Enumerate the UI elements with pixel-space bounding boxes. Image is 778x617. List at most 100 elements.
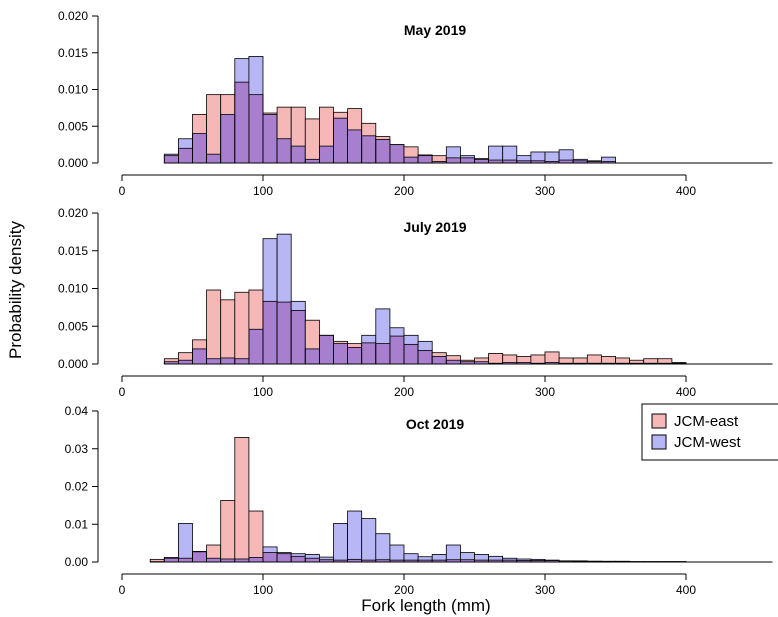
bar-overlap-14	[361, 135, 376, 163]
bar-outline-west-35	[657, 362, 673, 365]
bar-west-15	[375, 308, 390, 344]
bar-west-18	[418, 341, 433, 351]
bar-east-6	[234, 437, 249, 559]
bar-east-26	[530, 354, 545, 364]
bar-outline-west-6	[248, 56, 264, 164]
bar-east-7	[248, 511, 263, 558]
bar-west-20	[446, 146, 461, 158]
bar-west-25	[516, 155, 531, 161]
bar-east-4	[220, 299, 235, 358]
bar-overlap-18	[404, 560, 419, 562]
bar-overlap-25	[516, 362, 531, 364]
bar-west-2	[178, 523, 193, 559]
bar-east-1	[178, 352, 193, 361]
x-tick-label: 200	[394, 184, 414, 198]
bar-outline-west-31	[586, 560, 602, 563]
bar-west-21	[460, 155, 475, 158]
bar-west-17	[404, 335, 419, 345]
bar-west-14	[347, 511, 362, 560]
x-tick-label: 200	[394, 583, 414, 597]
bar-west-9	[277, 552, 292, 554]
bar-west-0	[164, 154, 179, 156]
bar-overlap-19	[432, 161, 447, 163]
x-tick-label: 200	[394, 385, 414, 399]
bar-overlap-24	[488, 560, 503, 562]
bar-outline-west-30	[586, 362, 602, 365]
bar-overlap-15	[361, 560, 376, 562]
y-tick-label: 0.04	[65, 404, 89, 418]
bar-overlap-20	[432, 560, 447, 562]
panel-title: Oct 2019	[406, 416, 465, 432]
bar-east-19	[432, 155, 447, 162]
y-tick-label: 0.020	[58, 206, 88, 220]
x-tick-label: 100	[253, 385, 273, 399]
y-tick-label: 0.000	[58, 156, 88, 170]
legend-swatch-west	[651, 434, 667, 450]
x-axis-title: Fork length (mm)	[361, 596, 490, 615]
bar-west-7	[263, 238, 278, 302]
bar-east-33	[629, 360, 644, 364]
bar-east-27	[545, 351, 560, 363]
bar-outline-west-24	[502, 145, 518, 164]
bar-outline-west-31	[601, 362, 616, 365]
bar-overlap-8	[277, 302, 292, 364]
bar-overlap-1	[164, 558, 179, 562]
bar-outline-west-36	[671, 362, 687, 365]
bar-east-34	[643, 358, 658, 364]
bar-overlap-10	[305, 159, 320, 163]
bar-west-27	[530, 559, 545, 561]
bar-west-20	[432, 554, 447, 561]
bar-overlap-25	[516, 160, 531, 163]
bar-west-8	[263, 546, 278, 553]
legend-box	[641, 403, 778, 461]
bar-outline-west-32	[615, 362, 631, 365]
bar-outline-west-23	[488, 362, 504, 365]
bar-overlap-21	[460, 361, 475, 364]
bar-overlap-16	[389, 336, 404, 364]
bar-overlap-7	[248, 557, 263, 562]
x-tick-label: 0	[119, 385, 126, 399]
bar-east-0	[150, 559, 165, 562]
bar-west-26	[516, 558, 531, 561]
bar-overlap-28	[559, 160, 574, 163]
bar-overlap-6	[248, 94, 263, 163]
bar-overlap-22	[460, 559, 475, 562]
bar-east-6	[248, 290, 263, 330]
bar-west-6	[248, 56, 263, 95]
panel-title: May 2019	[404, 22, 466, 38]
bar-overlap-5	[234, 358, 249, 364]
bar-overlap-17	[404, 344, 419, 364]
bar-overlap-0	[164, 155, 179, 163]
bar-overlap-19	[418, 560, 433, 562]
bar-outline-west-8	[276, 233, 292, 365]
legend-label-east: JCM-east	[674, 413, 739, 430]
bar-west-21	[446, 545, 461, 560]
bar-overlap-3	[206, 154, 221, 163]
y-tick-label: 0.010	[58, 282, 88, 296]
bar-west-27	[545, 151, 560, 162]
bar-west-1	[178, 138, 193, 149]
bar-overlap-26	[516, 560, 531, 562]
bar-west-19	[418, 556, 433, 561]
bar-overlap-11	[319, 146, 334, 163]
bar-east-24	[502, 354, 517, 363]
bar-overlap-31	[601, 161, 616, 163]
panel-1: 0.000 0.005 0.010 0.015 0.020 0 100 200 300 400 Ma…	[58, 9, 773, 198]
y-tick-label: 0.005	[58, 119, 88, 133]
bar-overlap-17	[389, 560, 404, 562]
bar-overlap-4	[220, 357, 235, 364]
bar-east-12	[333, 112, 348, 119]
bar-overlap-14	[347, 559, 362, 562]
bar-east-32	[615, 357, 630, 364]
bar-overlap-28	[545, 560, 560, 562]
bar-west-16	[389, 327, 404, 337]
bar-overlap-24	[502, 362, 517, 364]
y-tick-label: 0.015	[58, 46, 88, 60]
bar-east-30	[587, 354, 602, 364]
bar-east-0	[164, 358, 179, 362]
bar-overlap-9	[277, 553, 292, 562]
bar-east-25	[516, 356, 531, 363]
bar-overlap-10	[305, 348, 320, 364]
bar-overlap-22	[474, 159, 489, 163]
bar-east-2	[192, 339, 207, 349]
